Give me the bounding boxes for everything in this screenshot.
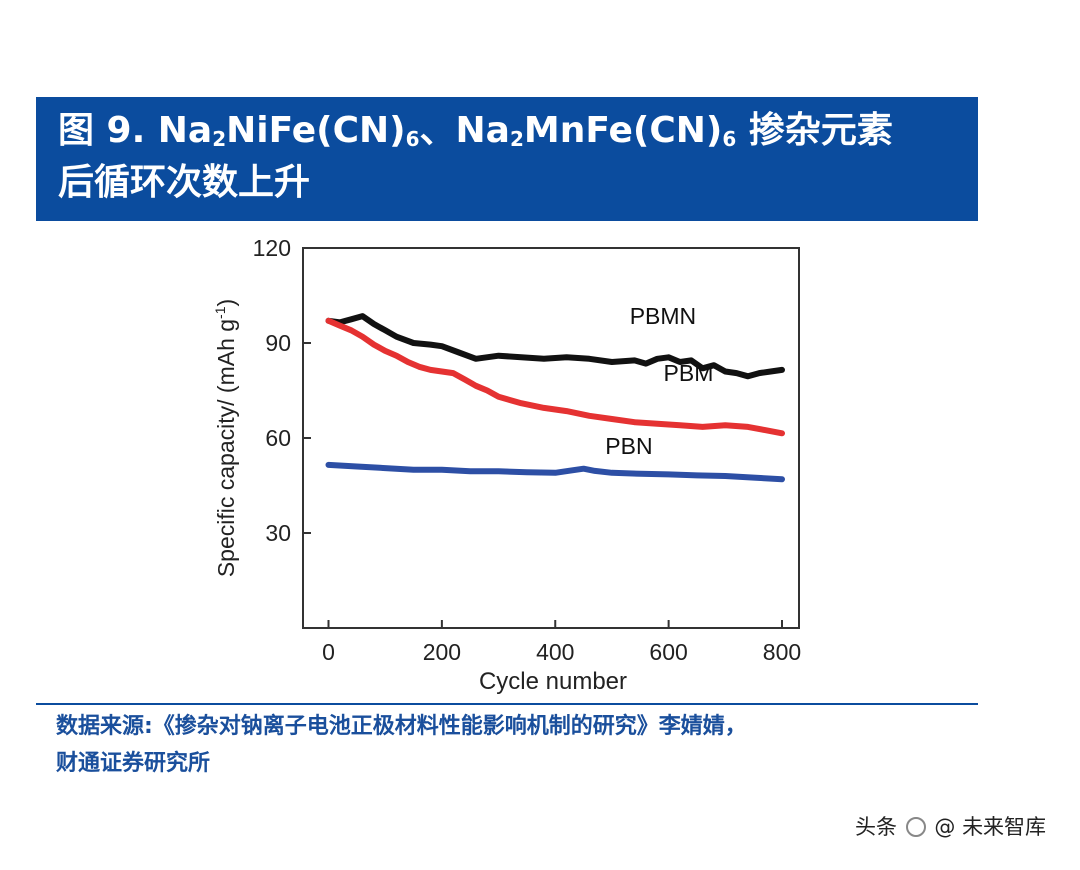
watermark-at: @ [934, 815, 956, 839]
figure-title: 图 9. Na2NiFe(CN)6、Na2MnFe(CN)6 掺杂元素 后循环次… [36, 97, 978, 221]
y-tick-label: 60 [265, 425, 291, 451]
series-labels: PBMN PBM PBN [605, 303, 713, 459]
source-line-2: 财通证券研究所 [56, 751, 211, 776]
capacity-line-chart: 30 60 90 120 0 200 400 600 800 PBMN PBM PBN Cycle… [212, 235, 801, 695]
y-tick-label: 90 [265, 330, 291, 356]
plot-frame [302, 247, 800, 629]
series-line-pbm [325, 317, 785, 437]
series-label-pbmn: PBMN [630, 303, 696, 329]
x-tick-label: 800 [763, 639, 801, 665]
x-tick-label: 0 [322, 639, 335, 665]
watermark-prefix: 头条 [855, 815, 897, 839]
watermark: 头条 @ 未来智库 [855, 812, 1046, 842]
watermark-logo-icon [905, 817, 926, 837]
watermark-name: 未来智库 [962, 815, 1047, 839]
x-tick-label: 200 [423, 639, 461, 665]
y-axis-label: Specific capacity/ (mAh g-1) [212, 299, 239, 577]
y-tick-label: 30 [265, 520, 291, 546]
series-group [325, 313, 785, 483]
x-tick-label: 400 [536, 639, 574, 665]
y-tick-label: 120 [253, 235, 291, 261]
figure-title-line2: 后循环次数上升 [58, 162, 311, 203]
series-label-pbn: PBN [605, 433, 652, 459]
source-line-1: 数据来源:《掺杂对钠离子电池正极材料性能影响机制的研究》李婧婧， [56, 714, 747, 739]
x-tick-label: 600 [649, 639, 687, 665]
y-axis: 30 60 90 120 [253, 235, 311, 546]
series-label-pbm: PBM [664, 360, 714, 386]
footer-divider [36, 703, 978, 705]
series-line-pbn [325, 461, 785, 483]
x-axis: 0 200 400 600 800 [322, 620, 801, 665]
figure-title-line1: 图 9. Na2NiFe(CN)6、Na2MnFe(CN)6 掺杂元素 [58, 110, 893, 151]
data-source: 数据来源:《掺杂对钠离子电池正极材料性能影响机制的研究》李婧婧， 财通证券研究所 [56, 708, 986, 782]
x-axis-label: Cycle number [479, 668, 627, 695]
series-line-pbmn [325, 313, 785, 380]
